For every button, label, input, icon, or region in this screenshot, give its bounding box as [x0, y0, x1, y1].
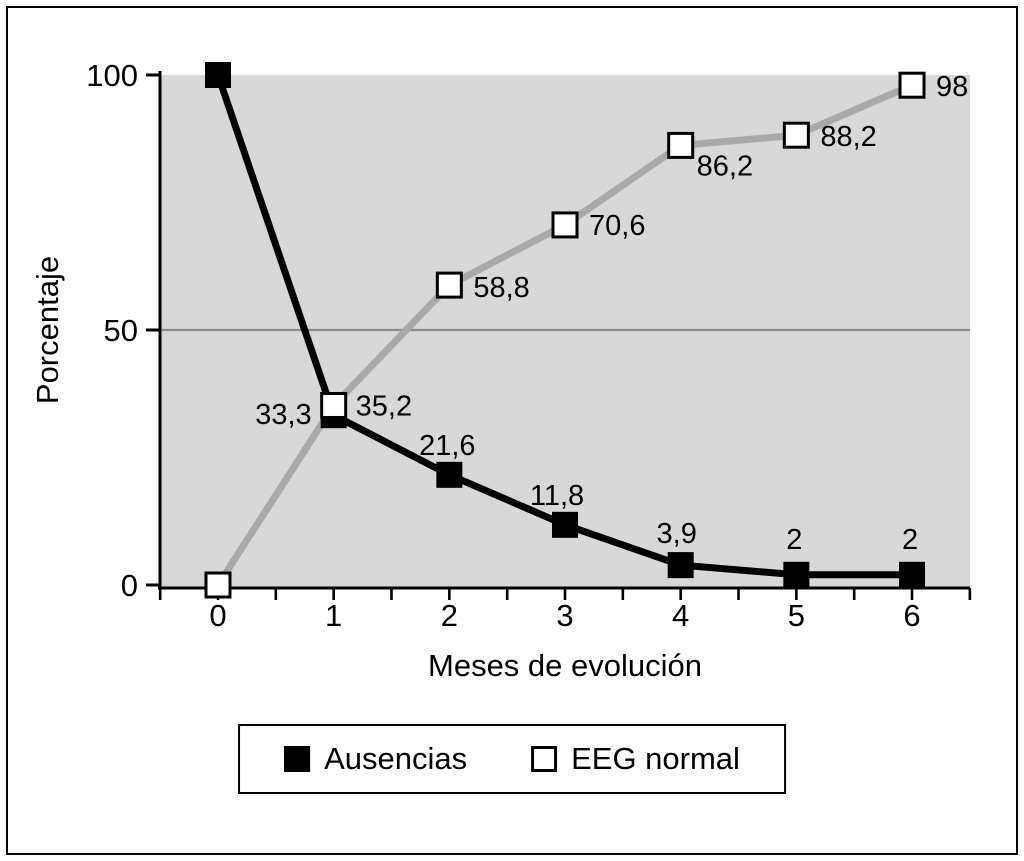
x-axis-tick-labels: 0 1 2 3 4 5 6: [209, 598, 920, 633]
x-axis-title: Meses de evolución: [428, 648, 702, 683]
x-tick-label: 1: [325, 598, 342, 633]
legend: Ausencias EEG normal: [238, 724, 786, 794]
filled-square-icon: [284, 746, 311, 772]
x-axis-ticks: [158, 588, 972, 600]
open-square-marker: [204, 571, 232, 599]
plot-area: [160, 75, 970, 588]
open-square-marker: [320, 391, 348, 419]
open-square-marker: [898, 71, 926, 99]
data-label: 35,2: [356, 390, 412, 422]
y-tick-label: 100: [86, 58, 138, 93]
filled-square-marker: [899, 561, 926, 588]
filled-square-marker: [783, 561, 810, 588]
data-label: 58,8: [473, 272, 529, 304]
data-label: 70,6: [589, 210, 645, 242]
data-label: 98: [936, 71, 968, 103]
open-square-marker: [782, 121, 810, 149]
filled-square-marker: [205, 62, 231, 88]
x-tick-label: 5: [788, 598, 805, 633]
data-label: 86,2: [697, 150, 753, 182]
data-labels-eeg-normal: 35,2 58,8 70,6 86,2 88,2 98: [356, 71, 969, 422]
x-tick-label: 0: [209, 598, 226, 633]
legend-label-ausencias: Ausencias: [324, 741, 468, 776]
y-tick-label: 50: [104, 313, 138, 348]
data-label: 21,6: [419, 430, 475, 462]
data-label: 11,8: [530, 480, 584, 512]
legend-item-eeg-normal: EEG normal: [531, 741, 740, 777]
y-axis-title: Porcentaje: [30, 256, 65, 404]
open-square-marker: [667, 131, 695, 159]
open-square-marker: [551, 211, 579, 239]
legend-item-ausencias: Ausencias: [284, 741, 467, 777]
filled-square-marker: [667, 552, 694, 579]
filled-square-marker: [436, 461, 463, 488]
open-square-marker: [435, 271, 463, 299]
line-chart: 0 1 2 3 4 5 6 0 50 100 Meses de evolución Porcentaj…: [30, 58, 972, 683]
data-label: 88,2: [820, 121, 876, 153]
legend-label-eeg-normal: EEG normal: [571, 741, 740, 776]
x-tick-label: 4: [672, 598, 689, 633]
data-label: 3,9: [657, 518, 697, 550]
figure-frame: [6, 6, 1018, 855]
markers-eeg-normal: [204, 71, 926, 599]
data-label: 2: [902, 524, 918, 556]
open-square-icon: [531, 746, 558, 772]
filled-square-marker: [552, 511, 579, 538]
data-labels-ausencias: 33,3 21,6 11,8 3,9 2 2: [255, 399, 918, 556]
data-label: 33,3: [255, 399, 311, 431]
y-tick-label: 0: [121, 568, 138, 603]
x-tick-label: 2: [441, 598, 458, 633]
x-tick-label: 3: [556, 598, 573, 633]
data-label: 2: [786, 524, 802, 556]
x-tick-label: 6: [903, 598, 920, 633]
y-axis-ticks: 0 50 100: [86, 58, 160, 603]
